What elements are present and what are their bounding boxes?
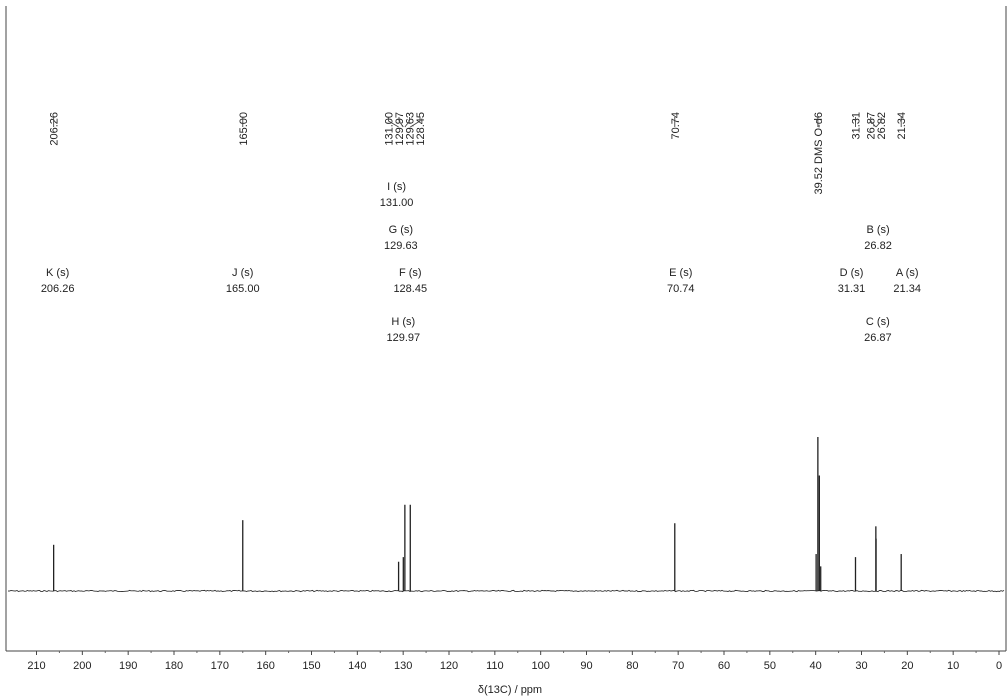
assignment-value: 129.97 (386, 332, 420, 344)
peak-shift-label: 39.52 DMS O-d6 (813, 112, 825, 195)
peak-shift-label: 128.45 (415, 112, 427, 146)
x-axis: 210 200 190 180 170 160 150 140 130 120 110 100 90 80… (27, 651, 1002, 672)
x-tick-label: 110 (486, 660, 504, 672)
peak-shift-label: 26.82 (876, 112, 888, 140)
x-tick-label: 10 (947, 660, 959, 672)
x-tick-label: 120 (440, 660, 458, 672)
x-tick-label: 60 (718, 660, 730, 672)
peak-shift-label: 206.26 (49, 112, 61, 146)
assignment-label: F (s) (399, 267, 422, 279)
assignment-value: 206.26 (41, 283, 75, 295)
assignment-label: K (s) (46, 267, 69, 279)
x-tick-label: 90 (580, 660, 592, 672)
x-tick-label: 190 (119, 660, 137, 672)
peak-shift-label: 31.31 (850, 112, 862, 140)
peak-leader-line (410, 117, 421, 128)
peak-leader-line (388, 117, 399, 128)
peak-shift-label: 165.00 (238, 112, 250, 146)
assignment-value: 21.34 (893, 283, 921, 295)
assignment-value: 70.74 (667, 283, 695, 295)
x-tick-label: 160 (256, 660, 274, 672)
x-tick-label: 140 (348, 660, 366, 672)
x-tick-label: 0 (996, 660, 1002, 672)
peak-shift-label: 131.00 (384, 112, 396, 146)
assignment-label: H (s) (391, 316, 415, 328)
x-tick-label: 180 (165, 660, 183, 672)
assignment-label: C (s) (866, 316, 890, 328)
assignment-label: A (s) (896, 267, 919, 279)
assignment-label: G (s) (389, 224, 413, 236)
assignment-label: E (s) (669, 267, 692, 279)
x-tick-label: 210 (27, 660, 45, 672)
x-axis-label: δ(13C) / ppm (478, 684, 542, 696)
assignment-value: 26.82 (864, 240, 892, 252)
x-tick-label: 170 (211, 660, 229, 672)
spectrum-trace-group (7, 437, 1005, 593)
assignment-label: J (s) (232, 267, 253, 279)
x-tick-label: 80 (626, 660, 638, 672)
x-tick-label: 20 (901, 660, 913, 672)
peak-leader-line (404, 117, 410, 128)
x-tick-label: 50 (764, 660, 776, 672)
plot-frame (5, 6, 1007, 652)
peak-shift-label: 129.97 (394, 112, 406, 146)
assignment-value: 165.00 (226, 283, 260, 295)
peak-shift-label: 21.34 (896, 112, 908, 140)
x-tick-label: 100 (531, 660, 549, 672)
assignment-value: 26.87 (864, 332, 892, 344)
assignment-value: 31.31 (838, 283, 866, 295)
peak-leader-line (875, 117, 882, 128)
assignment-label: I (s) (387, 181, 406, 193)
x-tick-label: 40 (810, 660, 822, 672)
peak-shift-label: 70.74 (670, 112, 682, 140)
x-tick-label: 130 (394, 660, 412, 672)
assignment-group: K (s) 206.26 J (s) 165.00 I (s) 131.00 G (s) 12… (41, 181, 921, 344)
x-tick-label: 150 (302, 660, 320, 672)
peak-leader-line (398, 117, 404, 128)
peak-leader-line (870, 117, 877, 128)
assignment-label: B (s) (866, 224, 889, 236)
spectrum-baseline (7, 589, 1005, 593)
x-tick-label: 200 (73, 660, 91, 672)
x-tick-label: 30 (855, 660, 867, 672)
x-tick-label: 70 (672, 660, 684, 672)
peak-shift-label: 26.87 (866, 112, 878, 140)
assignment-value: 128.45 (393, 283, 427, 295)
peak-shift-label: 129.63 (405, 112, 417, 146)
assignment-value: 131.00 (380, 197, 414, 209)
assignment-value: 129.63 (384, 240, 418, 252)
assignment-label: D (s) (840, 267, 864, 279)
